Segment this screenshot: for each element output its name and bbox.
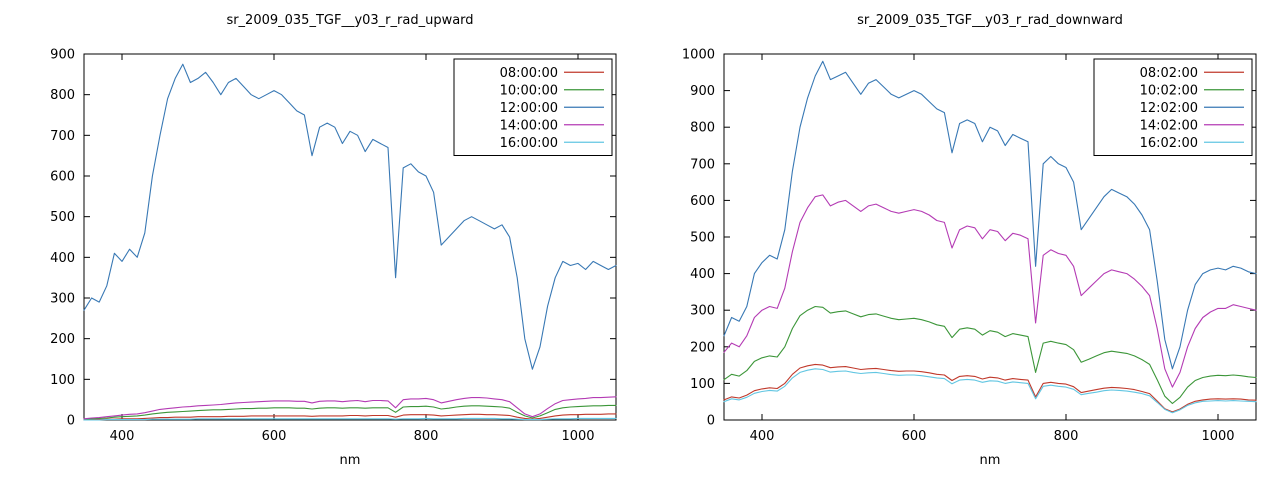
svg-text:300: 300 xyxy=(690,304,715,319)
svg-text:600: 600 xyxy=(902,429,927,444)
svg-text:1000: 1000 xyxy=(682,48,715,63)
chart-plot-downward: 0 100 200 300 400 500 600 700 800 900 1000 400 600 80… xyxy=(682,48,1257,444)
svg-text:12:02:00: 12:02:00 xyxy=(1140,101,1198,116)
svg-text:16:02:00: 16:02:00 xyxy=(1140,136,1198,151)
svg-text:400: 400 xyxy=(750,429,775,444)
svg-text:700: 700 xyxy=(50,129,75,144)
svg-text:1000: 1000 xyxy=(561,429,594,444)
svg-text:800: 800 xyxy=(690,121,715,136)
svg-text:700: 700 xyxy=(690,157,715,172)
svg-text:400: 400 xyxy=(690,267,715,282)
svg-text:800: 800 xyxy=(50,88,75,103)
svg-text:14:02:00: 14:02:00 xyxy=(1140,118,1198,133)
chart-title-upward: sr_2009_035_TGF__y03_r_rad_upward xyxy=(226,13,474,28)
svg-text:200: 200 xyxy=(50,332,75,347)
svg-text:600: 600 xyxy=(50,170,75,185)
svg-text:800: 800 xyxy=(414,429,439,444)
svg-text:14:00:00: 14:00:00 xyxy=(500,118,558,133)
svg-text:0: 0 xyxy=(707,414,715,429)
svg-text:10:02:00: 10:02:00 xyxy=(1140,83,1198,98)
svg-text:0: 0 xyxy=(67,414,75,429)
svg-text:08:02:00: 08:02:00 xyxy=(1140,66,1198,81)
svg-text:400: 400 xyxy=(110,429,135,444)
chart-upward: sr_2009_035_TGF__y03_r_rad_upward 0 100 20… xyxy=(50,13,617,468)
chart-title-downward: sr_2009_035_TGF__y03_r_rad_downward xyxy=(857,13,1123,28)
svg-text:16:00:00: 16:00:00 xyxy=(500,136,558,151)
svg-text:600: 600 xyxy=(690,194,715,209)
svg-text:500: 500 xyxy=(690,231,715,246)
svg-text:1000: 1000 xyxy=(1201,429,1234,444)
svg-text:900: 900 xyxy=(690,84,715,99)
svg-text:800: 800 xyxy=(1054,429,1079,444)
chart-downward: sr_2009_035_TGF__y03_r_rad_downward 0 100… xyxy=(640,0,1280,480)
svg-text:100: 100 xyxy=(690,377,715,392)
svg-text:100: 100 xyxy=(50,373,75,388)
chart-plot-upward: 0 100 200 300 400 500 600 700 800 900 400 600 800 100… xyxy=(50,48,617,444)
svg-text:300: 300 xyxy=(50,292,75,307)
svg-text:500: 500 xyxy=(50,210,75,225)
svg-text:900: 900 xyxy=(50,48,75,63)
svg-text:10:00:00: 10:00:00 xyxy=(500,83,558,98)
svg-text:08:00:00: 08:00:00 xyxy=(500,66,558,81)
x-axis-label-downward: nm xyxy=(979,453,1001,468)
svg-text:600: 600 xyxy=(262,429,287,444)
x-axis-label-upward: nm xyxy=(339,453,361,468)
svg-text:12:00:00: 12:00:00 xyxy=(500,101,558,116)
svg-text:400: 400 xyxy=(50,251,75,266)
svg-text:200: 200 xyxy=(690,340,715,355)
